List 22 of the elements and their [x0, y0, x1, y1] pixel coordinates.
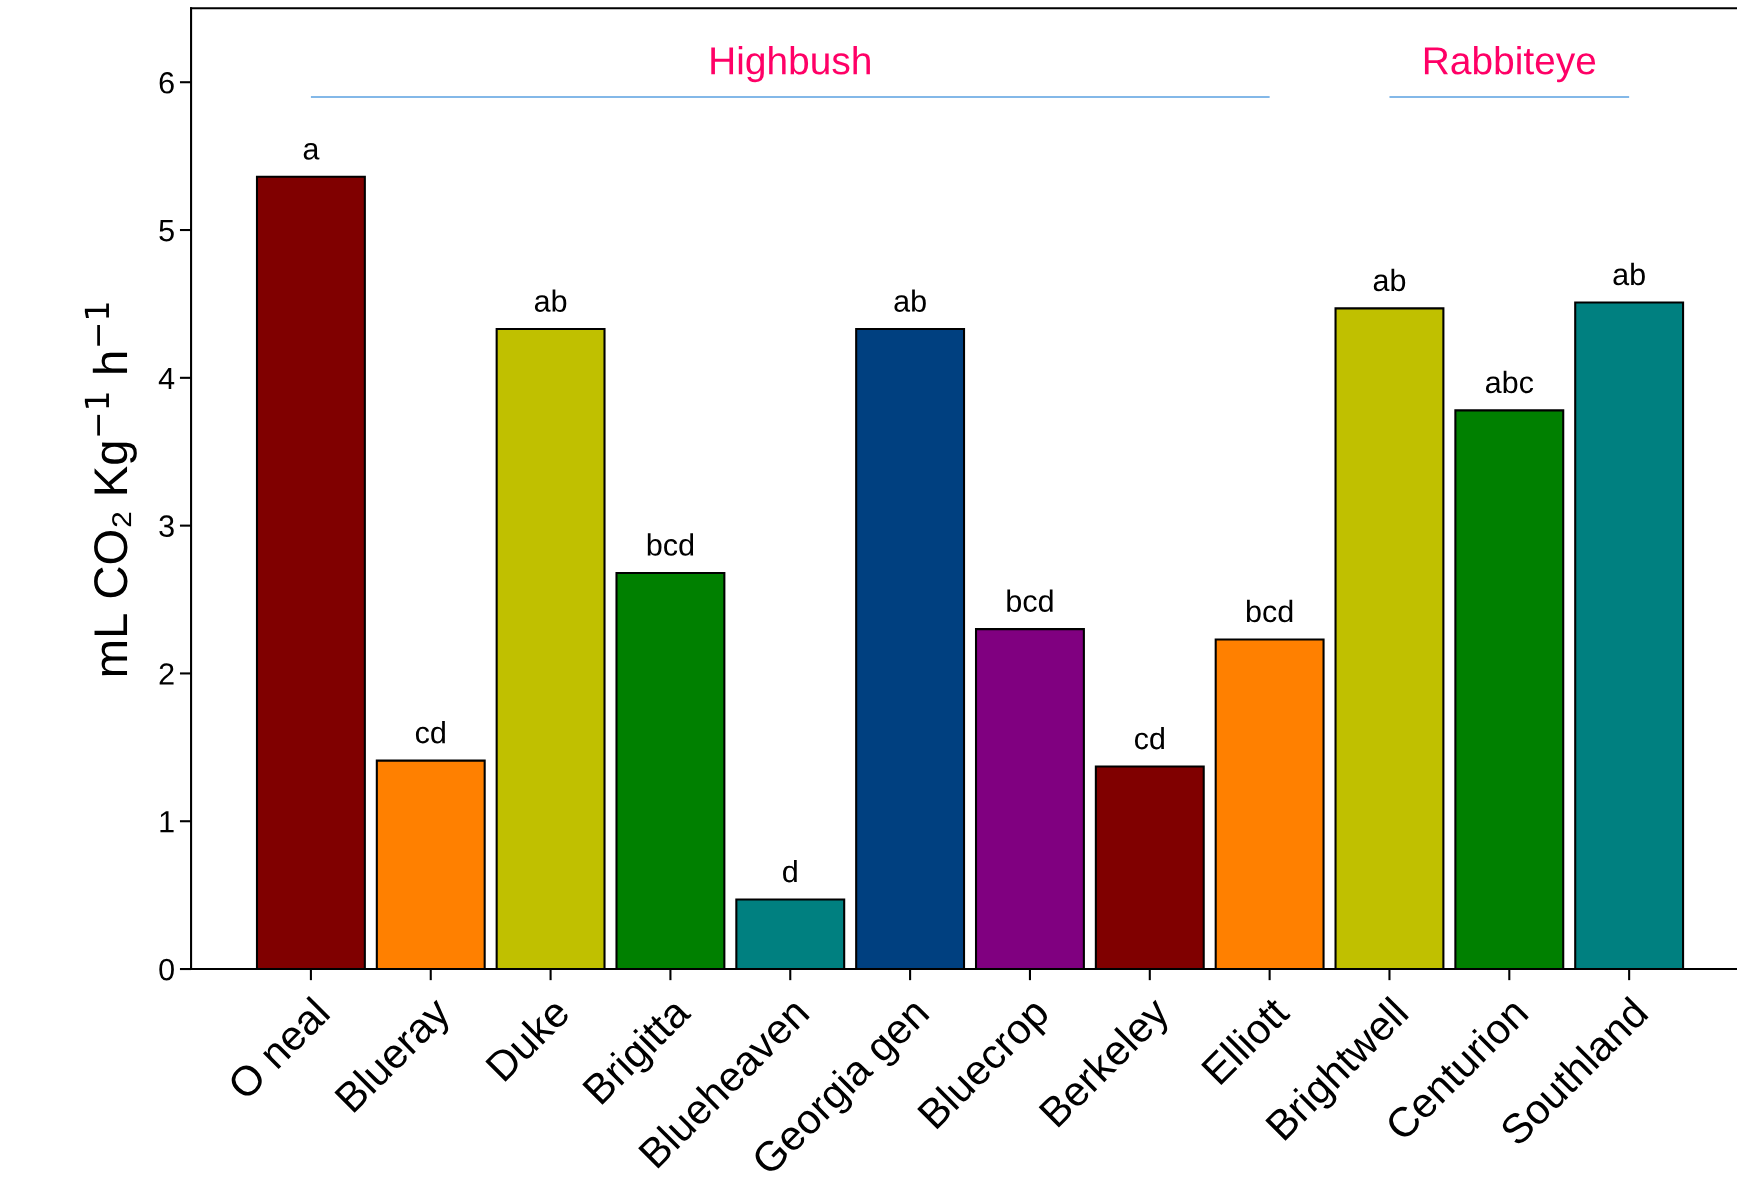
data-label: bcd: [647, 533, 694, 556]
y-tick-label: 0: [159, 958, 174, 981]
data-label: bcd: [1246, 599, 1293, 623]
y-tick-label: 4: [158, 367, 175, 389]
y-tick-label: 1: [160, 811, 174, 833]
data-label: cd: [415, 721, 445, 744]
data-label: a: [303, 142, 320, 160]
y-tick-label: 5: [159, 220, 174, 242]
data-label: ab: [1613, 262, 1645, 286]
y-tick-label: 2: [159, 663, 174, 685]
series-label: Highbush: [711, 45, 870, 83]
y-tick-label: 6: [159, 71, 174, 94]
y-axis-title: mL CO₂ Kg$^{−1}$ h$^{−1}$: [84, 303, 137, 676]
series-label: Rabbiteye: [1424, 45, 1596, 83]
data-label: cd: [1134, 726, 1164, 750]
y-tick-label: 3: [159, 515, 174, 537]
data-label: ab: [1373, 268, 1406, 292]
data-label: abc: [1485, 370, 1534, 394]
data-label: bcd: [1007, 589, 1053, 612]
data-label: d: [783, 859, 797, 883]
data-label: ab: [894, 289, 926, 312]
data-label: ab: [534, 289, 567, 312]
